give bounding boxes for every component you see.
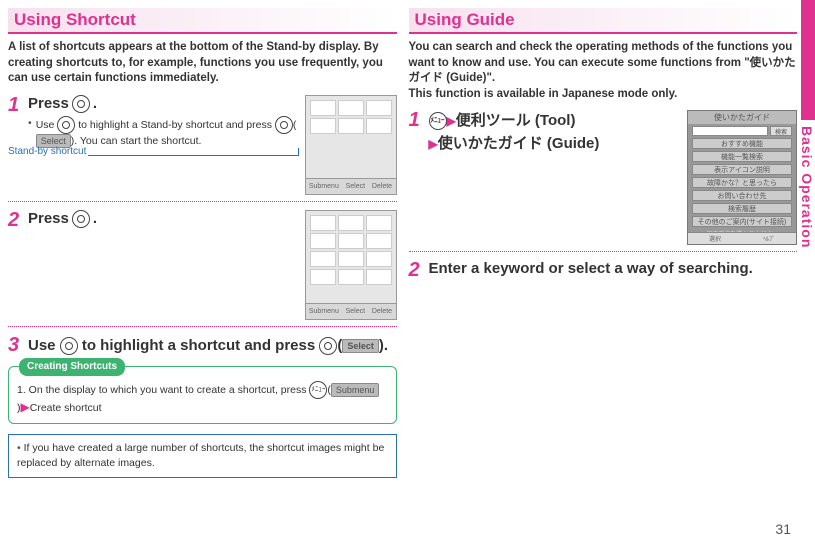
right-column: Using Guide You can search and check the… bbox=[409, 8, 798, 478]
menu-key-icon: ﾒﾆｭｰ bbox=[429, 112, 447, 130]
step-1-title-post: . bbox=[93, 95, 97, 112]
right-step1-line2: 使いかたガイド (Guide) bbox=[438, 135, 600, 152]
step-1-bullet-post: . You can start the shortcut. bbox=[74, 135, 201, 147]
guide-search-btn: 検索 bbox=[770, 126, 792, 136]
guide-search-field bbox=[692, 126, 768, 136]
step-1-bullet-mid: to highlight a Stand-by shortcut and pre… bbox=[75, 118, 275, 130]
green-line-post: Create shortcut bbox=[30, 402, 102, 414]
right-intro: You can search and check the operating m… bbox=[409, 40, 798, 102]
page-number: 31 bbox=[775, 521, 791, 537]
separator bbox=[409, 251, 798, 252]
guide-item: お問い合わせ先 bbox=[692, 190, 792, 201]
bullet-icon: • bbox=[17, 442, 24, 454]
step-2-title-post: . bbox=[93, 210, 97, 227]
nav-key-icon bbox=[72, 210, 90, 228]
right-step-2-number: 2 bbox=[409, 260, 423, 280]
guide-shot-header: 使いかたガイド bbox=[688, 111, 796, 124]
center-key-icon bbox=[319, 337, 337, 355]
guide-item: その他のご案内(サイト接続) bbox=[692, 216, 792, 227]
shot-softkey-right: Delete bbox=[372, 183, 392, 190]
step-3-a: Use bbox=[28, 337, 60, 354]
step-1-title-pre: Press bbox=[28, 95, 69, 112]
shortcut-list-screenshot: Submenu Select Delete bbox=[305, 210, 397, 320]
side-tab-label: Basic Operation bbox=[801, 120, 815, 248]
arrow-icon: ▶ bbox=[447, 114, 456, 128]
shot-softkey-mid: Select bbox=[346, 183, 365, 190]
creating-shortcuts-box: Creating Shortcuts 1. On the display to … bbox=[8, 366, 397, 425]
note-box: • If you have created a large number of … bbox=[8, 434, 397, 477]
step-2: 2 Press . bbox=[8, 210, 299, 230]
nav-key-icon bbox=[60, 337, 78, 355]
standby-screenshot: Submenu Select Delete bbox=[305, 95, 397, 195]
menu-key-icon: ﾒﾆｭｰ bbox=[309, 381, 327, 399]
arrow-icon: ▶ bbox=[21, 400, 30, 414]
separator bbox=[8, 326, 397, 327]
step-3: 3 Use to highlight a shortcut and press … bbox=[8, 335, 397, 356]
green-tab: Creating Shortcuts bbox=[19, 358, 125, 376]
right-step-1-number: 1 bbox=[409, 110, 423, 130]
nav-key-icon bbox=[57, 116, 75, 134]
right-step-2: 2 Enter a keyword or select a way of sea… bbox=[409, 260, 798, 280]
step-1: 1 Press . • Use to highlight a Stand-by … bbox=[8, 95, 299, 149]
left-column: Using Shortcut A list of shortcuts appea… bbox=[8, 8, 397, 478]
step-1-number: 1 bbox=[8, 95, 22, 115]
center-key-icon bbox=[275, 116, 293, 134]
left-heading: Using Shortcut bbox=[8, 8, 397, 34]
right-step-2-title: Enter a keyword or select a way of searc… bbox=[429, 260, 798, 277]
select-label: Select bbox=[342, 339, 379, 353]
step-1-bullet-pre: Use bbox=[36, 118, 58, 130]
arrow-icon: ▶ bbox=[429, 137, 438, 151]
guide-item: 表示アイコン説明 bbox=[692, 164, 792, 175]
step-2-title-pre: Press bbox=[28, 210, 69, 227]
right-step-1: 1 ﾒﾆｭｰ▶便利ツール (Tool) ▶使いかたガイド (Guide) bbox=[409, 110, 682, 155]
guide-item: 故障かな？と思ったら bbox=[692, 177, 792, 188]
right-heading: Using Guide bbox=[409, 8, 798, 34]
nav-key-icon bbox=[72, 95, 90, 113]
right-step1-line1: 便利ツール (Tool) bbox=[456, 112, 576, 129]
shot-softkey-left: Submenu bbox=[309, 183, 339, 190]
step-2-number: 2 bbox=[8, 210, 22, 230]
step-3-c: . bbox=[384, 337, 388, 354]
guide-item: おすすめ機能 bbox=[692, 138, 792, 149]
standby-annotation: Stand-by shortcut bbox=[8, 146, 86, 157]
note-text: If you have created a large number of sh… bbox=[17, 442, 384, 469]
guide-item: 機能一覧検索 bbox=[692, 151, 792, 162]
guide-item: 検索履歴 bbox=[692, 203, 792, 214]
side-tab: Basic Operation bbox=[801, 0, 815, 280]
side-tab-color bbox=[801, 0, 815, 120]
step-3-b: to highlight a shortcut and press bbox=[78, 337, 320, 354]
annotation-leader-line bbox=[88, 148, 298, 156]
step-3-number: 3 bbox=[8, 335, 22, 355]
guide-screenshot: 使いかたガイド 検索 おすすめ機能 機能一覧検索 表示アイコン説明 故障かな？と… bbox=[687, 110, 797, 245]
submenu-label: Submenu bbox=[331, 383, 380, 397]
separator bbox=[8, 201, 397, 202]
left-intro: A list of shortcuts appears at the botto… bbox=[8, 40, 397, 87]
green-line-pre: 1. On the display to which you want to c… bbox=[17, 383, 309, 395]
bullet-icon: • bbox=[28, 116, 32, 131]
